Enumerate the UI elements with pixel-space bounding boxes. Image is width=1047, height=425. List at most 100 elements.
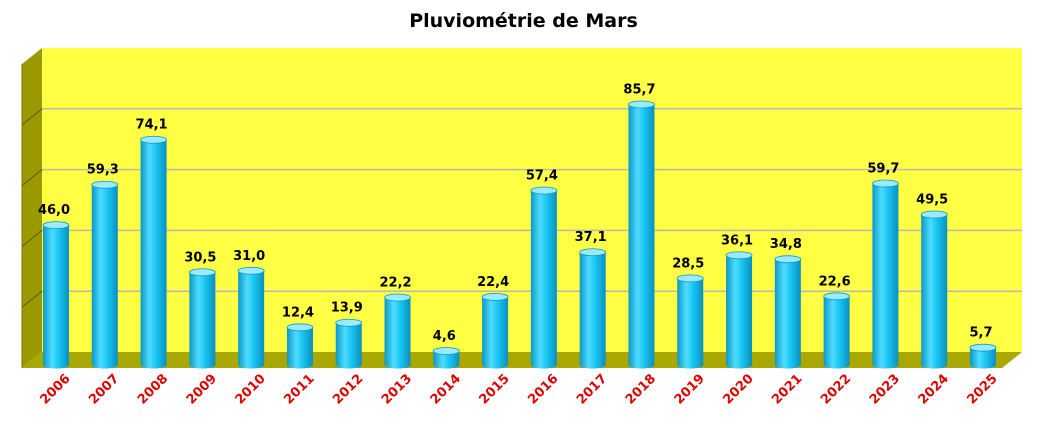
bar-value-label: 22,2 [379, 276, 411, 291]
bar-body [628, 104, 655, 369]
x-tick-label: 2024 [916, 371, 952, 407]
x-tick-label: 2011 [281, 371, 317, 407]
bar-body [579, 252, 606, 369]
gridline-side [21, 169, 43, 187]
bar-top [42, 221, 70, 230]
bar-value-label: 13,9 [331, 301, 363, 316]
bar-value-label: 85,7 [623, 82, 655, 97]
bar-2017 [579, 248, 607, 369]
x-tick-label: 2022 [818, 371, 854, 407]
x-tick-label: 2015 [477, 371, 513, 407]
bar-2016 [530, 186, 558, 369]
bar-2018 [628, 100, 655, 369]
bar-top [530, 186, 558, 195]
bar-body [482, 296, 509, 369]
gridline-side [21, 290, 43, 308]
bar-value-label: 36,1 [721, 233, 753, 248]
bar-body [823, 296, 850, 369]
bar-top [969, 343, 997, 352]
bar-top [286, 323, 314, 332]
bar-top [725, 251, 753, 260]
gridline-side [21, 108, 43, 126]
bar-2006 [42, 221, 70, 369]
bar-value-label: 5,7 [969, 326, 992, 341]
x-tick-label: 2013 [379, 371, 415, 407]
bar-top [774, 255, 802, 264]
bar-body [970, 347, 996, 369]
bar-body [286, 327, 313, 369]
bar-2022 [823, 292, 851, 369]
bar-2015 [481, 293, 509, 369]
bar-value-label: 37,1 [575, 230, 607, 245]
bar-2020 [725, 251, 753, 369]
bar-2012 [335, 318, 363, 369]
bar-value-label: 22,6 [819, 274, 851, 289]
x-tick-label: 2007 [86, 371, 122, 407]
bar-top [628, 100, 655, 109]
bar-value-label: 28,5 [672, 256, 704, 271]
bar-top [140, 135, 167, 144]
plot-side-wall [22, 48, 42, 368]
x-tick-label: 2025 [964, 371, 1000, 407]
bar-value-label: 4,6 [433, 329, 456, 344]
x-tick-label: 2009 [184, 371, 220, 407]
bar-top [432, 347, 460, 355]
bar-body [726, 255, 753, 369]
bar-value-label: 30,5 [184, 250, 216, 265]
bar-value-label: 34,8 [770, 237, 802, 252]
bar-2010 [237, 266, 265, 369]
bar-body [677, 278, 704, 369]
bar-value-label: 22,4 [477, 275, 509, 290]
bar-top [91, 180, 119, 189]
bar-value-label: 59,7 [867, 162, 899, 177]
bar-top [920, 210, 948, 219]
x-tick-label: 2020 [720, 371, 756, 407]
bar-2008 [140, 135, 167, 369]
bar-2024 [920, 210, 948, 369]
x-tick-label: 2016 [525, 371, 561, 407]
bar-top [481, 293, 509, 301]
bar-top [823, 292, 851, 301]
bar-top [335, 318, 363, 327]
x-tick-label: 2012 [330, 371, 366, 407]
bar-body [140, 139, 167, 369]
bar-top [237, 266, 265, 275]
bar-value-label: 57,4 [526, 169, 558, 184]
bar-top [579, 248, 607, 257]
bar-body [774, 259, 801, 369]
x-tick-label: 2014 [428, 371, 464, 407]
bar-value-label: 59,3 [87, 163, 119, 178]
bar-2013 [384, 293, 411, 369]
bar-top [872, 179, 899, 188]
bar-body [530, 190, 557, 369]
x-tick-label: 2021 [769, 371, 805, 407]
bar-body [91, 184, 118, 369]
bar-body [238, 270, 265, 369]
bar-2011 [286, 323, 314, 369]
bar-body [43, 225, 69, 369]
x-tick-label: 2018 [623, 371, 659, 407]
bar-2025 [969, 343, 997, 369]
x-tick-label: 2017 [574, 371, 610, 407]
x-tick-label: 2010 [233, 371, 269, 407]
chart-title: Pluviométrie de Mars [409, 10, 638, 32]
bar-body [872, 183, 899, 369]
bar-2007 [91, 180, 119, 369]
bar-value-label: 12,4 [282, 305, 314, 320]
bar-body [384, 297, 411, 369]
bar-value-label: 31,0 [233, 249, 265, 264]
gridline-side [21, 229, 43, 247]
bar-2023 [872, 179, 899, 369]
x-tick-label: 2019 [672, 371, 708, 407]
x-tick-label: 2008 [135, 371, 171, 407]
bar-body [921, 214, 948, 369]
bar-body [335, 322, 362, 369]
bar-2009 [188, 268, 216, 369]
x-tick-label: 2006 [37, 371, 73, 407]
bar-top [188, 268, 216, 277]
bar-top [676, 274, 704, 283]
bar-2019 [676, 274, 704, 369]
bar-2021 [774, 255, 802, 369]
plot-floor [22, 352, 1022, 368]
bar-2014 [432, 347, 460, 369]
